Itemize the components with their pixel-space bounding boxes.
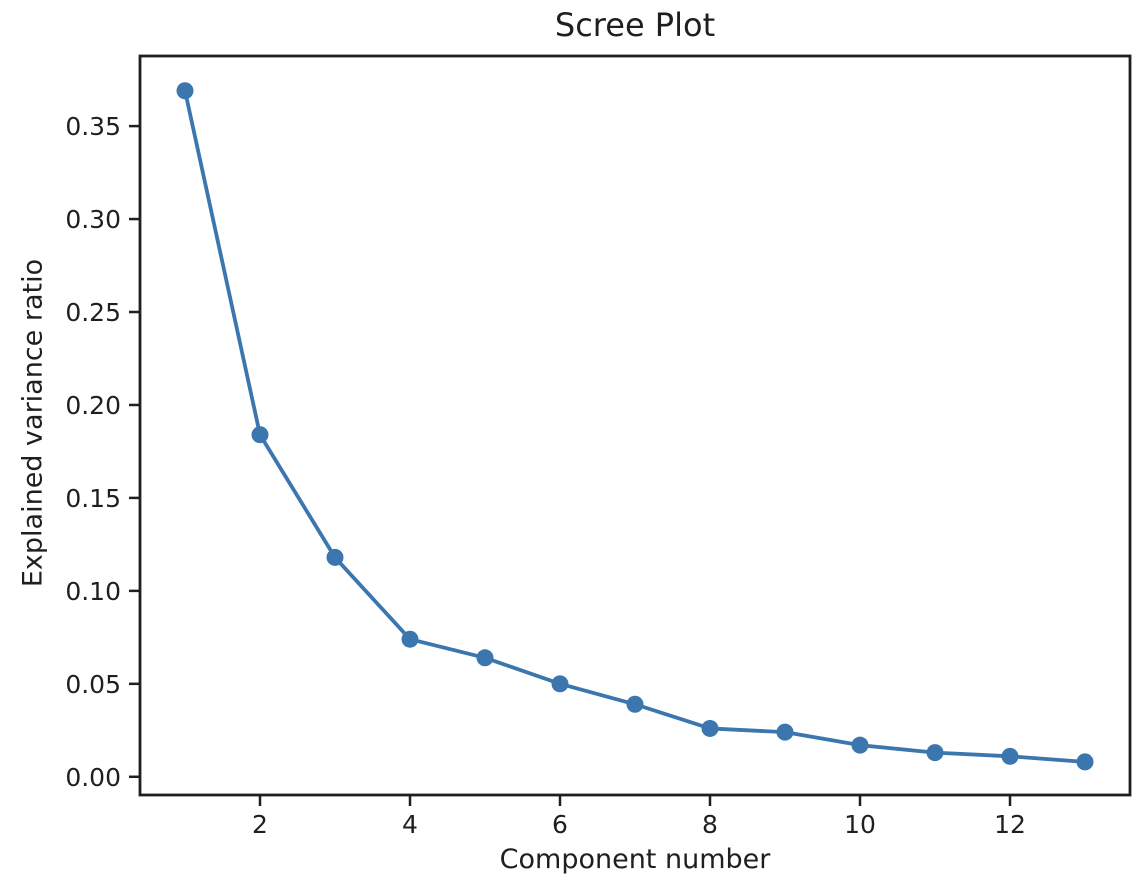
data-point-marker	[701, 719, 719, 737]
data-point-marker	[251, 426, 269, 444]
data-point-marker	[176, 82, 194, 100]
data-point-marker	[776, 723, 794, 741]
x-tick-label: 10	[844, 810, 876, 839]
y-axis-label: Explained variance ratio	[17, 258, 49, 588]
x-tick-label: 4	[402, 810, 418, 839]
x-tick-label: 12	[994, 810, 1026, 839]
x-tick-label: 6	[552, 810, 568, 839]
x-tick-label: 8	[702, 810, 718, 839]
data-point-marker	[476, 649, 494, 667]
data-point-marker	[626, 695, 644, 713]
x-axis-label: Component number	[499, 844, 771, 875]
y-tick-label: 0.15	[65, 484, 121, 513]
axes-spines	[138, 54, 1132, 797]
y-tick-label: 0.35	[65, 112, 121, 141]
y-tick-label: 0.25	[65, 298, 121, 327]
data-point-marker	[1001, 747, 1019, 765]
explained-variance-line	[183, 88, 1087, 764]
y-tick-label: 0.30	[65, 205, 121, 234]
y-tick-label: 0.20	[65, 391, 121, 420]
data-point-marker	[326, 548, 344, 566]
data-point-marker	[851, 736, 869, 754]
data-point-marker	[926, 744, 944, 762]
y-tick-label: 0.05	[65, 670, 121, 699]
y-tick-label: 0.00	[65, 763, 121, 792]
x-tick-label: 2	[252, 810, 268, 839]
data-point-marker	[401, 630, 419, 648]
y-tick-label: 0.10	[65, 577, 121, 606]
data-point-marker	[551, 675, 569, 693]
data-point-marker	[1076, 753, 1094, 771]
chart-title: Scree Plot	[554, 6, 716, 44]
